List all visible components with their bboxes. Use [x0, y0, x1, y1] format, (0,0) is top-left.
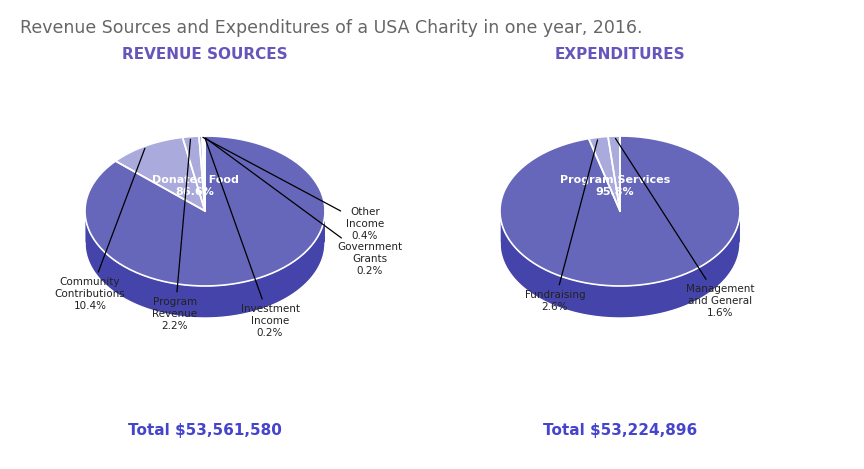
Text: Program Services
95.8%: Program Services 95.8% [560, 175, 670, 197]
Text: Fundraising
2.6%: Fundraising 2.6% [524, 140, 598, 312]
Polygon shape [608, 136, 620, 211]
Text: Government
Grants
0.2%: Government Grants 0.2% [205, 138, 403, 276]
Polygon shape [199, 136, 205, 211]
Text: Total $53,224,896: Total $53,224,896 [543, 424, 697, 439]
Text: Revenue Sources and Expenditures of a USA Charity in one year, 2016.: Revenue Sources and Expenditures of a US… [20, 19, 643, 37]
Polygon shape [500, 213, 740, 318]
Text: REVENUE SOURCES: REVENUE SOURCES [122, 46, 288, 61]
Polygon shape [204, 136, 205, 211]
Text: Total $53,561,580: Total $53,561,580 [128, 424, 282, 439]
Polygon shape [500, 136, 740, 286]
Polygon shape [588, 136, 620, 211]
Polygon shape [116, 137, 205, 211]
Text: Program
Revenue
2.2%: Program Revenue 2.2% [152, 139, 198, 331]
Polygon shape [182, 136, 205, 211]
Text: Other
Income
0.4%: Other Income 0.4% [203, 137, 384, 241]
Text: Management
and General
1.6%: Management and General 1.6% [615, 138, 754, 318]
Text: Donated Food
86.6%: Donated Food 86.6% [151, 175, 238, 197]
Text: Community
Contributions
10.4%: Community Contributions 10.4% [54, 148, 145, 310]
Polygon shape [85, 136, 325, 286]
Text: EXPENDITURES: EXPENDITURES [555, 46, 685, 61]
Polygon shape [202, 136, 205, 211]
Polygon shape [85, 212, 325, 318]
Text: Investment
Income
0.2%: Investment Income 0.2% [205, 139, 300, 338]
